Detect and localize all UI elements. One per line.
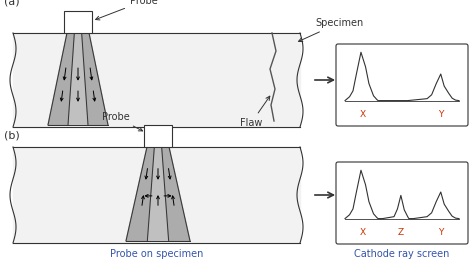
Bar (144, 125, 172, 147)
Polygon shape (48, 33, 74, 125)
Text: Y: Y (438, 228, 444, 237)
Polygon shape (162, 147, 190, 241)
Text: Z: Z (398, 228, 404, 237)
Polygon shape (126, 147, 190, 241)
Text: (a): (a) (4, 0, 19, 7)
Bar (64, 11, 92, 33)
Text: Flaw: Flaw (240, 96, 270, 128)
Text: (b): (b) (4, 131, 20, 141)
Polygon shape (13, 147, 300, 243)
Text: X: X (360, 228, 366, 237)
Text: X: X (360, 110, 366, 119)
Text: Y: Y (438, 110, 444, 119)
Polygon shape (48, 33, 108, 125)
Text: Specimen: Specimen (298, 18, 363, 42)
Text: Probe on specimen: Probe on specimen (110, 249, 203, 259)
Polygon shape (126, 147, 154, 241)
FancyBboxPatch shape (336, 162, 468, 244)
Text: Probe: Probe (102, 112, 142, 131)
Text: Probe: Probe (96, 0, 158, 20)
Polygon shape (82, 33, 108, 125)
Text: Cathode ray screen: Cathode ray screen (354, 249, 450, 259)
Polygon shape (13, 33, 300, 127)
FancyBboxPatch shape (336, 44, 468, 126)
